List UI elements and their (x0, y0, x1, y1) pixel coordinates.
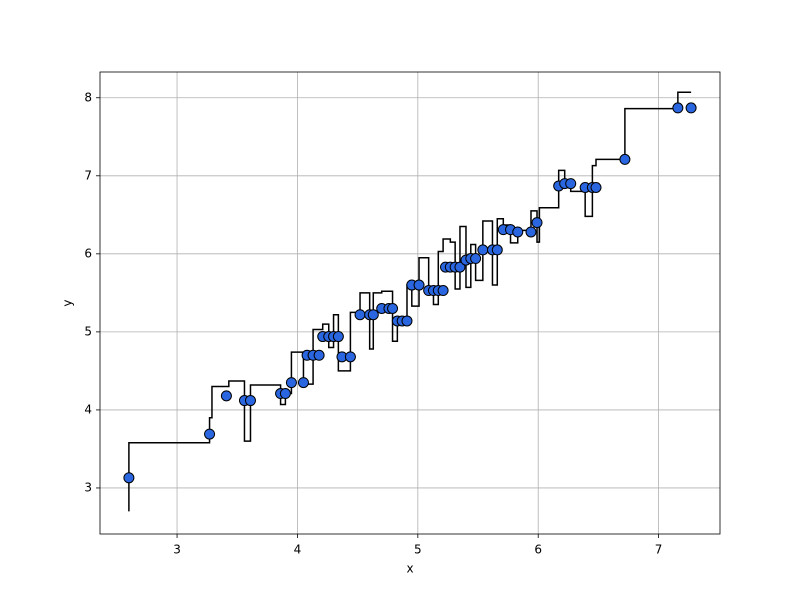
scatter-point (401, 315, 413, 327)
y-tick-label: 7 (84, 168, 92, 182)
y-tick-label: 5 (84, 324, 92, 338)
scatter-point (477, 244, 489, 256)
scatter-point (454, 261, 466, 273)
scatter-point (220, 390, 232, 402)
scatter-point (313, 349, 325, 361)
scatter-point (285, 377, 297, 389)
scatter-point (123, 472, 135, 484)
scatter-point (413, 279, 425, 291)
scatter-point (387, 302, 399, 314)
x-tick-label: 5 (414, 543, 422, 557)
scatter-point (590, 182, 602, 193)
y-tick-label: 6 (84, 246, 92, 260)
scatter-point (531, 217, 543, 229)
x-axis-label: x (406, 562, 413, 576)
y-tick-label: 8 (84, 90, 92, 104)
y-tick-label: 3 (84, 480, 92, 494)
scatter-point (354, 309, 366, 321)
scatter-point (332, 331, 344, 343)
x-tick-label: 3 (173, 543, 181, 557)
scatter-point (344, 351, 356, 363)
plot-frame (99, 71, 721, 535)
scatter-point (565, 178, 577, 190)
scatter-point (244, 395, 256, 407)
x-tick-label: 7 (655, 543, 663, 557)
y-tick-label: 4 (84, 402, 92, 416)
scatter-point (525, 226, 537, 238)
y-axis-label: y (61, 299, 75, 306)
scatter-point (672, 102, 684, 114)
x-tick-label: 6 (534, 543, 542, 557)
x-tick-label: 4 (294, 543, 302, 557)
scatter-point (619, 153, 631, 165)
scatter-point (279, 388, 291, 400)
scatter-point (470, 253, 482, 265)
scatter-point (437, 285, 449, 297)
scatter-point (491, 244, 503, 256)
scatter-point (512, 226, 524, 238)
scatter-point (204, 428, 216, 440)
scatter-point (297, 377, 309, 389)
scatter-point (367, 309, 379, 321)
scatter-point (685, 102, 697, 114)
